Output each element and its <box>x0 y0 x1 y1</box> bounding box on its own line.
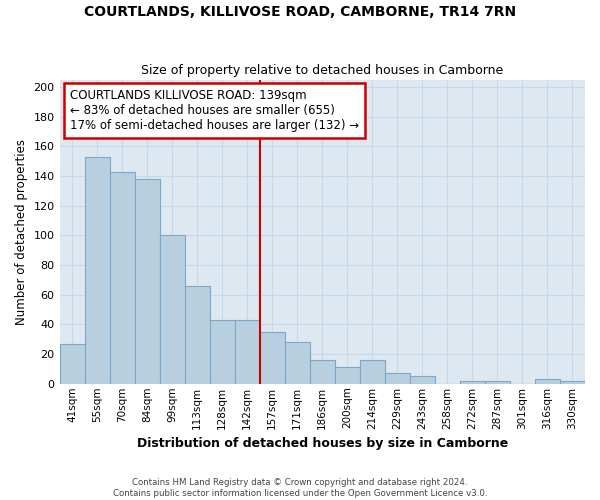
Bar <box>335 368 360 384</box>
Bar <box>209 320 235 384</box>
Bar <box>360 360 385 384</box>
X-axis label: Distribution of detached houses by size in Camborne: Distribution of detached houses by size … <box>137 437 508 450</box>
Text: COURTLANDS KILLIVOSE ROAD: 139sqm
← 83% of detached houses are smaller (655)
17%: COURTLANDS KILLIVOSE ROAD: 139sqm ← 83% … <box>70 88 359 132</box>
Bar <box>85 156 110 384</box>
Bar <box>310 360 335 384</box>
Bar <box>185 286 209 384</box>
Bar <box>460 381 485 384</box>
Bar <box>485 381 510 384</box>
Bar <box>535 380 560 384</box>
Bar <box>385 374 410 384</box>
Text: COURTLANDS, KILLIVOSE ROAD, CAMBORNE, TR14 7RN: COURTLANDS, KILLIVOSE ROAD, CAMBORNE, TR… <box>84 5 516 19</box>
Bar <box>110 172 134 384</box>
Text: Contains HM Land Registry data © Crown copyright and database right 2024.
Contai: Contains HM Land Registry data © Crown c… <box>113 478 487 498</box>
Bar <box>59 344 85 384</box>
Bar <box>285 342 310 384</box>
Bar <box>134 179 160 384</box>
Bar <box>160 236 185 384</box>
Title: Size of property relative to detached houses in Camborne: Size of property relative to detached ho… <box>141 64 503 77</box>
Y-axis label: Number of detached properties: Number of detached properties <box>15 138 28 324</box>
Bar <box>235 320 260 384</box>
Bar <box>260 332 285 384</box>
Bar <box>410 376 435 384</box>
Bar <box>560 381 585 384</box>
